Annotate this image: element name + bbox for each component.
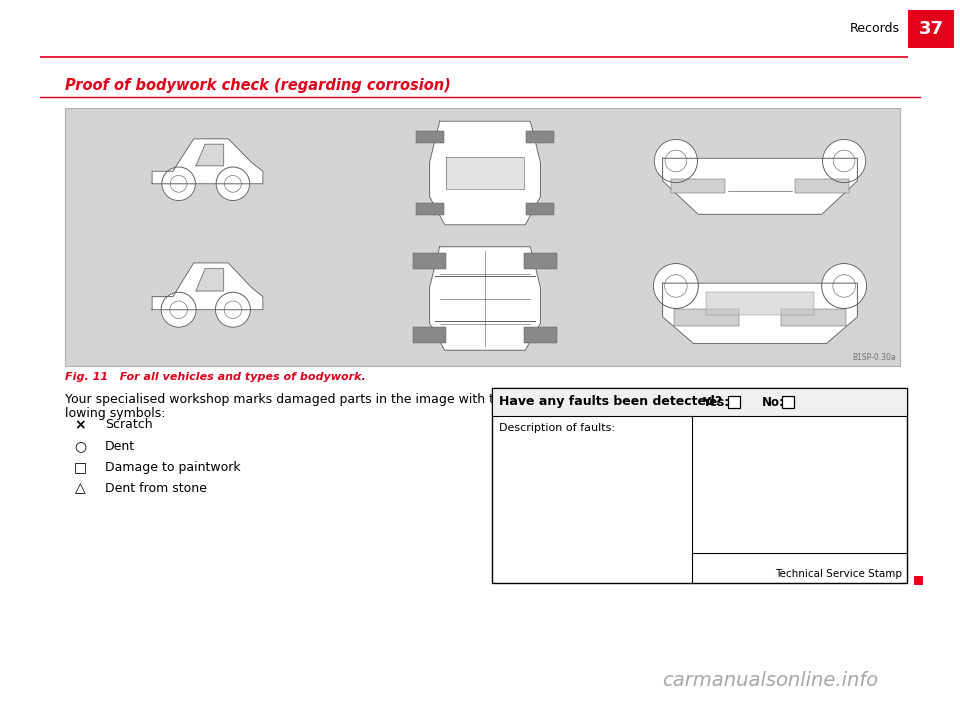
Text: ○: ○ — [74, 439, 86, 453]
Text: Have any faults been detected?: Have any faults been detected? — [499, 395, 722, 409]
Text: B1SP-0.30a: B1SP-0.30a — [852, 353, 896, 362]
Polygon shape — [196, 144, 224, 166]
Circle shape — [162, 167, 196, 200]
FancyBboxPatch shape — [782, 396, 794, 408]
Text: Scratch: Scratch — [105, 418, 153, 432]
Text: △: △ — [75, 481, 85, 495]
FancyBboxPatch shape — [728, 396, 740, 408]
Bar — [416, 131, 444, 144]
Bar — [675, 308, 739, 326]
Text: ×: × — [74, 418, 85, 432]
FancyBboxPatch shape — [492, 388, 907, 583]
Circle shape — [654, 264, 698, 308]
Polygon shape — [662, 158, 857, 215]
Text: Technical Service Stamp: Technical Service Stamp — [775, 569, 902, 579]
Text: Proof of bodywork check (regarding corrosion): Proof of bodywork check (regarding corro… — [65, 78, 451, 93]
Text: Dent from stone: Dent from stone — [105, 482, 206, 494]
Circle shape — [216, 167, 250, 200]
Text: lowing symbols:: lowing symbols: — [65, 407, 165, 420]
Bar — [445, 158, 524, 189]
Bar — [416, 203, 444, 215]
Polygon shape — [152, 139, 263, 184]
FancyBboxPatch shape — [65, 108, 900, 366]
Bar — [523, 327, 557, 343]
Text: Damage to paintwork: Damage to paintwork — [105, 461, 241, 473]
Circle shape — [161, 292, 196, 327]
Circle shape — [215, 292, 251, 327]
Bar — [413, 252, 446, 269]
Text: carmanualsonline.info: carmanualsonline.info — [662, 670, 878, 690]
Bar — [526, 131, 555, 144]
Circle shape — [823, 139, 866, 182]
Text: Fig. 11   For all vehicles and types of bodywork.: Fig. 11 For all vehicles and types of bo… — [65, 372, 366, 382]
Polygon shape — [196, 268, 224, 291]
Bar — [706, 292, 814, 315]
Text: Records: Records — [850, 22, 900, 36]
Bar — [780, 308, 846, 326]
Text: Dent: Dent — [105, 440, 135, 453]
Bar — [795, 179, 849, 193]
Polygon shape — [152, 263, 263, 310]
Circle shape — [655, 139, 698, 182]
Bar — [671, 179, 725, 193]
Polygon shape — [429, 121, 540, 225]
Bar — [526, 203, 555, 215]
Text: 37: 37 — [919, 20, 944, 38]
Text: Description of faults:: Description of faults: — [499, 423, 615, 433]
Polygon shape — [429, 247, 540, 350]
Polygon shape — [662, 283, 857, 343]
Bar — [523, 252, 557, 269]
Circle shape — [822, 264, 867, 308]
FancyBboxPatch shape — [908, 10, 954, 48]
Text: Yes:: Yes: — [702, 395, 730, 409]
FancyBboxPatch shape — [914, 576, 923, 585]
Text: No:: No: — [762, 395, 785, 409]
Text: □: □ — [73, 460, 86, 474]
FancyBboxPatch shape — [492, 388, 907, 416]
Bar — [413, 327, 446, 343]
Text: Your specialised workshop marks damaged parts in the image with the fol-: Your specialised workshop marks damaged … — [65, 393, 534, 406]
